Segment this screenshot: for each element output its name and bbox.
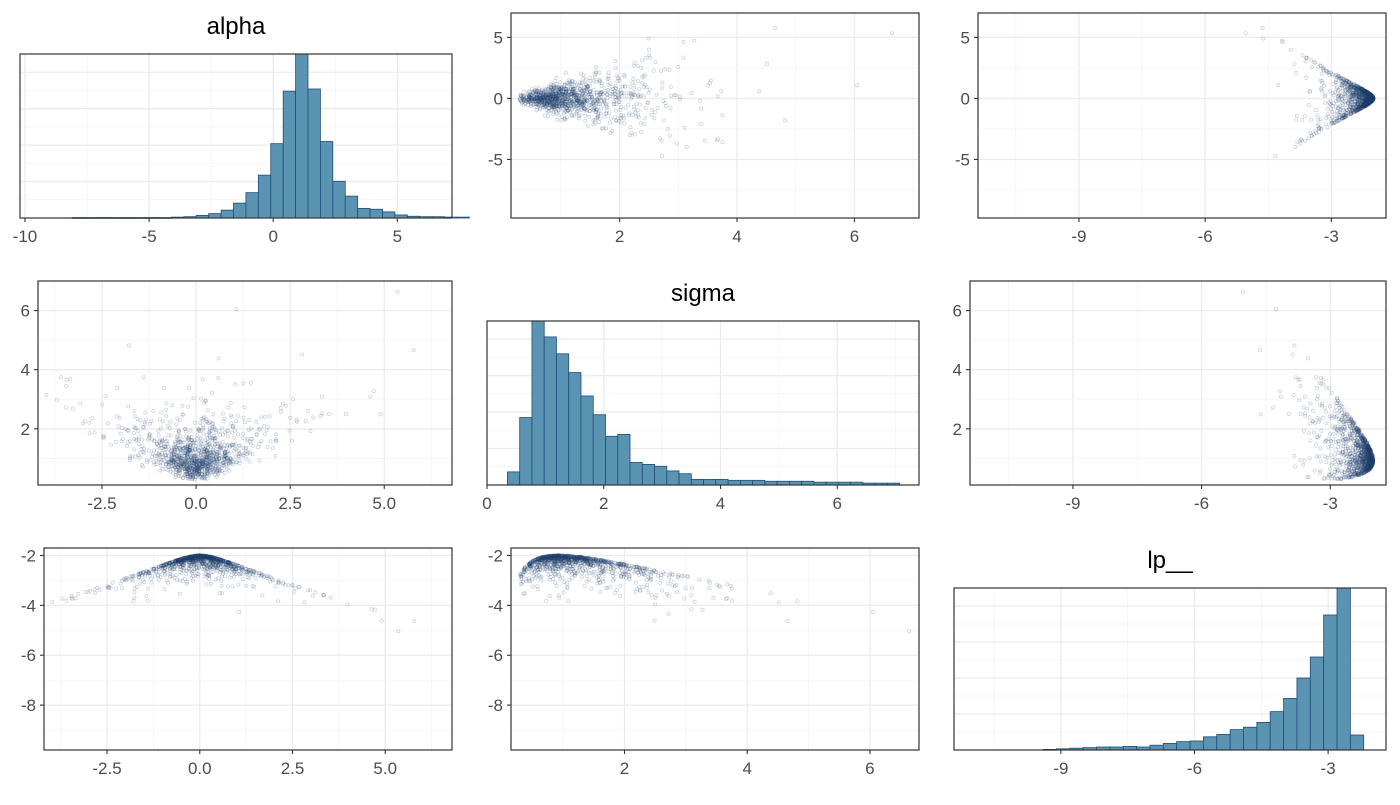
histogram-bar: [283, 91, 295, 218]
histogram-bar: [258, 175, 270, 218]
histogram-bar: [556, 354, 568, 485]
histogram-bar: [234, 203, 246, 218]
y-tick-label: 4: [21, 361, 30, 380]
histogram-bar: [358, 208, 370, 218]
y-tick-label: -5: [488, 150, 503, 169]
x-tick-label: -3: [1324, 227, 1339, 246]
histogram-bar: [667, 471, 679, 485]
x-tick-label: -6: [1198, 227, 1213, 246]
histogram-bar: [296, 54, 308, 218]
histogram-bar: [246, 193, 258, 218]
histogram-bar: [740, 480, 752, 485]
y-tick-label: -5: [955, 150, 970, 169]
histogram-bar: [544, 337, 556, 485]
x-tick-label: 5: [393, 227, 402, 246]
histogram-bar: [630, 463, 642, 485]
histogram-bar: [333, 181, 345, 218]
x-tick-label: 2: [615, 227, 624, 246]
x-tick-label: -2.5: [87, 494, 116, 513]
histogram-bar: [457, 217, 469, 218]
panel-sigma-vs-alpha: 2 4 6 5 0 -5: [488, 13, 919, 246]
x-tick-label: -5: [142, 227, 157, 246]
histogram-bar: [271, 144, 283, 218]
panel-background: [978, 13, 1386, 218]
histogram-bar: [308, 89, 320, 218]
y-tick-label: 2: [953, 420, 962, 439]
histogram-bar: [382, 212, 394, 218]
histogram-bar: [581, 396, 593, 485]
histogram-bar: [606, 436, 618, 485]
histogram-bar: [507, 472, 519, 485]
histogram-bar: [704, 479, 716, 485]
x-tick-label: 6: [833, 494, 842, 513]
histogram-bar: [569, 373, 581, 485]
panel-background: [20, 54, 452, 218]
histogram-bar: [593, 415, 605, 485]
y-tick-label: 6: [953, 302, 962, 321]
x-tick-label: 2.5: [278, 494, 302, 513]
histogram-bar: [753, 480, 765, 485]
y-tick-label: 4: [953, 361, 962, 380]
histogram-bar: [655, 466, 667, 485]
panel-alpha-hist: -10 -5 0 5 alpha: [13, 13, 470, 246]
histogram-bar: [209, 214, 221, 218]
x-tick-label: -10: [13, 227, 38, 246]
x-tick-label: 4: [716, 494, 725, 513]
histogram-bar: [679, 474, 691, 485]
panel-title: alpha: [207, 13, 266, 40]
x-tick-label: -9: [1071, 227, 1086, 246]
histogram-bar: [716, 479, 728, 485]
histogram-bar: [642, 464, 654, 485]
x-tick-label: 0: [482, 494, 491, 513]
x-tick-label: -6: [1194, 494, 1209, 513]
y-tick-label: 6: [21, 302, 30, 321]
y-tick-label: 5: [961, 28, 970, 47]
x-tick-label: 4: [732, 227, 741, 246]
x-tick-label: 2: [599, 494, 608, 513]
x-tick-label: 5.0: [372, 494, 396, 513]
x-tick-label: -3: [1323, 494, 1338, 513]
x-tick-label: 0.0: [184, 494, 208, 513]
panel-sigma-hist: 0 2 4 6 sigma: [482, 280, 919, 513]
histogram-bar: [320, 141, 332, 218]
histogram-bar: [618, 434, 630, 485]
histogram-bar: [221, 210, 233, 218]
histogram-bar: [345, 196, 357, 218]
panel-title: sigma: [671, 280, 736, 307]
histogram-bar: [370, 209, 382, 218]
panel-lp-vs-alpha: -9 -6 -3 5 0 -5: [955, 13, 1386, 246]
histogram-bar: [520, 418, 532, 485]
x-tick-label: 0: [269, 227, 278, 246]
x-tick-label: 6: [850, 227, 859, 246]
y-tick-label: 0: [961, 89, 970, 108]
panel-lp-vs-sigma: -9 -6 -3 6 4 2: [953, 281, 1386, 513]
x-tick-label: -9: [1065, 494, 1080, 513]
y-tick-label: 2: [21, 420, 30, 439]
y-tick-label: 0: [494, 89, 503, 108]
histogram-bar: [728, 480, 740, 485]
y-tick-label: 5: [494, 28, 503, 47]
panel-alpha-vs-sigma: -2.5 0.0 2.5 5.0 6 4 2: [21, 281, 452, 513]
histogram-bar: [691, 479, 703, 485]
histogram-bar: [532, 321, 544, 485]
